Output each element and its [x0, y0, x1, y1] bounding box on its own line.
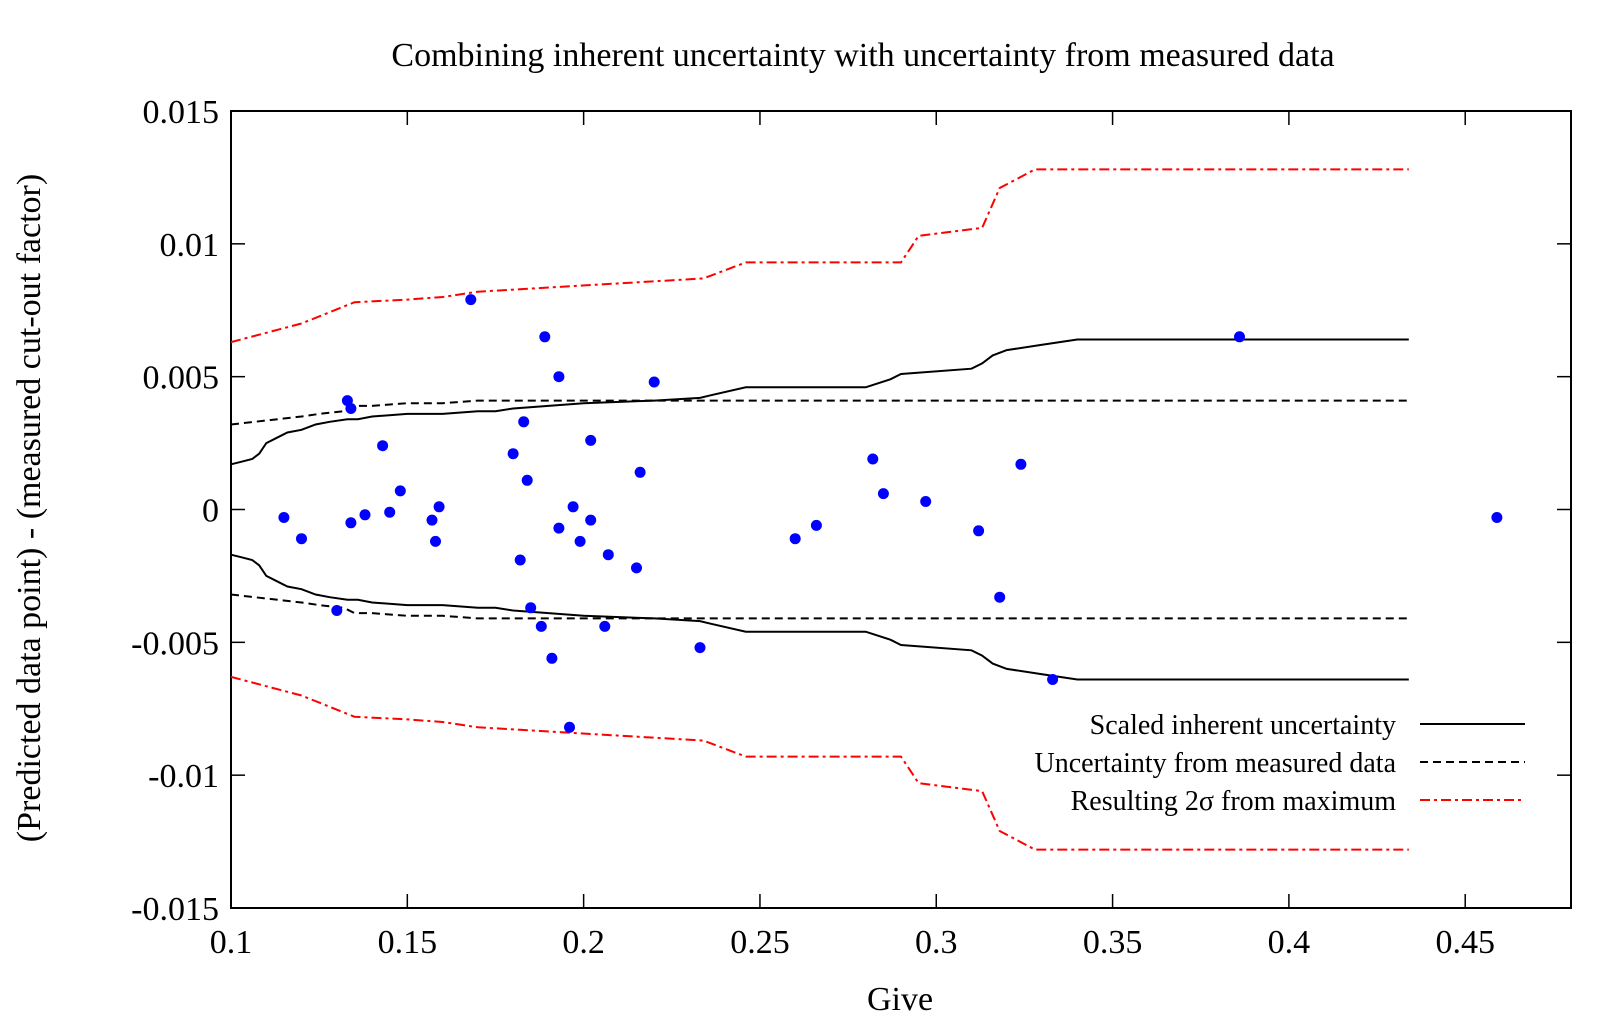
- y-tick-label: 0.005: [143, 360, 220, 397]
- legend-entry-measured: Uncertainty from measured data: [1034, 748, 1525, 779]
- data-point: [433, 501, 445, 513]
- data-point: [634, 466, 646, 478]
- data-point: [694, 642, 706, 654]
- data-point: [296, 533, 307, 545]
- data-point: [521, 474, 533, 486]
- y-axis-label: (Predicted data point) - (measured cut-o…: [11, 174, 48, 842]
- legend: Scaled inherent uncertainty Uncertainty …: [1034, 710, 1525, 817]
- curve-inherent-lower: [230, 553, 1409, 681]
- data-point: [553, 522, 565, 534]
- data-point: [394, 485, 406, 497]
- data-point: [631, 562, 642, 574]
- data-point: [877, 488, 889, 500]
- data-point: [331, 605, 343, 616]
- data-point: [377, 440, 389, 452]
- curve-resulting-lower: [230, 675, 1409, 851]
- x-tick-label: 0.15: [378, 924, 438, 961]
- data-point: [585, 514, 597, 526]
- data-point: [994, 591, 1006, 603]
- data-point: [553, 371, 565, 383]
- data-point: [648, 376, 660, 388]
- x-tick-label: 0.1: [210, 924, 253, 961]
- x-tick-label: 0.4: [1268, 924, 1311, 961]
- y-tick-label: 0: [202, 493, 219, 530]
- chart-title: Combining inherent uncertainty with unce…: [391, 37, 1334, 74]
- y-tick-label: 0.015: [143, 94, 220, 131]
- data-point: [507, 448, 519, 460]
- x-tick-label: 0.45: [1435, 924, 1495, 961]
- data-point: [345, 403, 357, 414]
- curve-measured-lower: [230, 593, 1409, 620]
- uncertainty-curves: [230, 168, 1409, 851]
- data-point: [465, 294, 477, 306]
- data-point: [1491, 512, 1503, 523]
- data-point: [1015, 458, 1027, 470]
- data-point: [867, 453, 879, 465]
- data-point: [599, 620, 611, 632]
- legend-label-inherent: Scaled inherent uncertainty: [1090, 710, 1396, 741]
- legend-label-measured: Uncertainty from measured data: [1034, 748, 1396, 779]
- y-tick-label: 0.01: [160, 227, 220, 264]
- data-point: [567, 501, 579, 513]
- legend-entry-resulting: Resulting 2σ from maximum: [1071, 786, 1525, 817]
- x-tick-label: 0.3: [915, 924, 958, 961]
- data-point: [525, 602, 537, 614]
- y-tick-label: -0.005: [131, 625, 219, 662]
- data-point: [359, 509, 371, 521]
- y-tick-label: -0.01: [148, 758, 219, 795]
- x-tick-label: 0.25: [730, 924, 790, 961]
- data-points: [278, 294, 1503, 733]
- legend-entry-inherent: Scaled inherent uncertainty: [1090, 710, 1525, 741]
- data-point: [920, 496, 932, 507]
- x-tick-label: 0.35: [1083, 924, 1143, 961]
- data-point: [539, 331, 551, 343]
- y-tick-label: -0.015: [131, 891, 219, 928]
- data-point: [430, 535, 441, 547]
- data-point: [1047, 674, 1059, 685]
- data-point: [585, 434, 597, 446]
- x-axis-label: Give: [867, 981, 933, 1017]
- curve-resulting-upper: [230, 168, 1409, 344]
- data-point: [546, 652, 558, 664]
- data-point: [973, 525, 985, 537]
- data-point: [574, 535, 586, 547]
- data-point: [602, 549, 614, 561]
- data-point: [514, 554, 526, 566]
- axis-ticks: 0.1 0.15 0.2 0.25 0.3 0.35 0.4 0.45 0.015 0.01 0.0…: [131, 94, 1571, 961]
- data-point: [384, 506, 396, 518]
- curve-inherent-upper: [230, 338, 1409, 466]
- curve-measured-upper: [230, 399, 1409, 426]
- data-point: [1234, 331, 1245, 343]
- legend-label-resulting: Resulting 2σ from maximum: [1071, 786, 1397, 817]
- data-point: [535, 620, 547, 632]
- data-point: [810, 519, 822, 531]
- data-point: [564, 721, 575, 733]
- data-point: [345, 517, 357, 529]
- data-point: [426, 514, 438, 526]
- x-tick-label: 0.2: [562, 924, 605, 961]
- data-point: [789, 533, 801, 545]
- data-point: [278, 512, 290, 523]
- data-point: [518, 416, 530, 428]
